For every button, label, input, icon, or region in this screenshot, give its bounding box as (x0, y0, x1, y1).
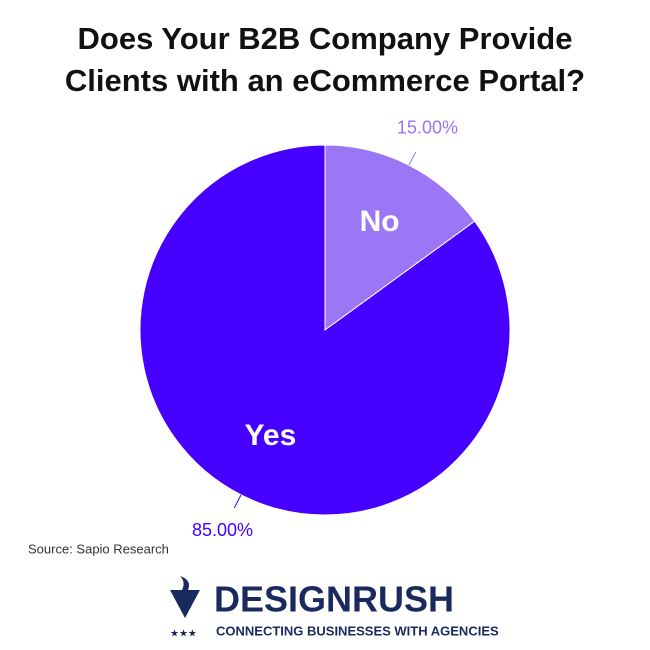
logo-flame (180, 576, 189, 590)
logo-tagline: CONNECTING BUSINESSES WITH AGENCIES (216, 623, 499, 638)
pie-slice (324, 144, 476, 331)
source: Source: Sapio Research (28, 541, 169, 556)
logo-stars: ★★★ (170, 629, 197, 640)
leader-line (408, 151, 417, 166)
logo-name: DESIGNRUSH (214, 579, 454, 620)
leader-line (233, 494, 242, 509)
value-label: 15.00% (397, 118, 458, 138)
slice-label: Yes (245, 419, 297, 452)
chart-title: Does Your B2B Company Provide Clients wi… (64, 21, 586, 98)
logo-icon (170, 590, 200, 618)
value-label: 85.00% (192, 520, 253, 540)
logo: ★★★ DESIGNRUSH CONNECTING BUSINESSES WIT… (170, 576, 499, 640)
slice-label: No (360, 205, 400, 238)
